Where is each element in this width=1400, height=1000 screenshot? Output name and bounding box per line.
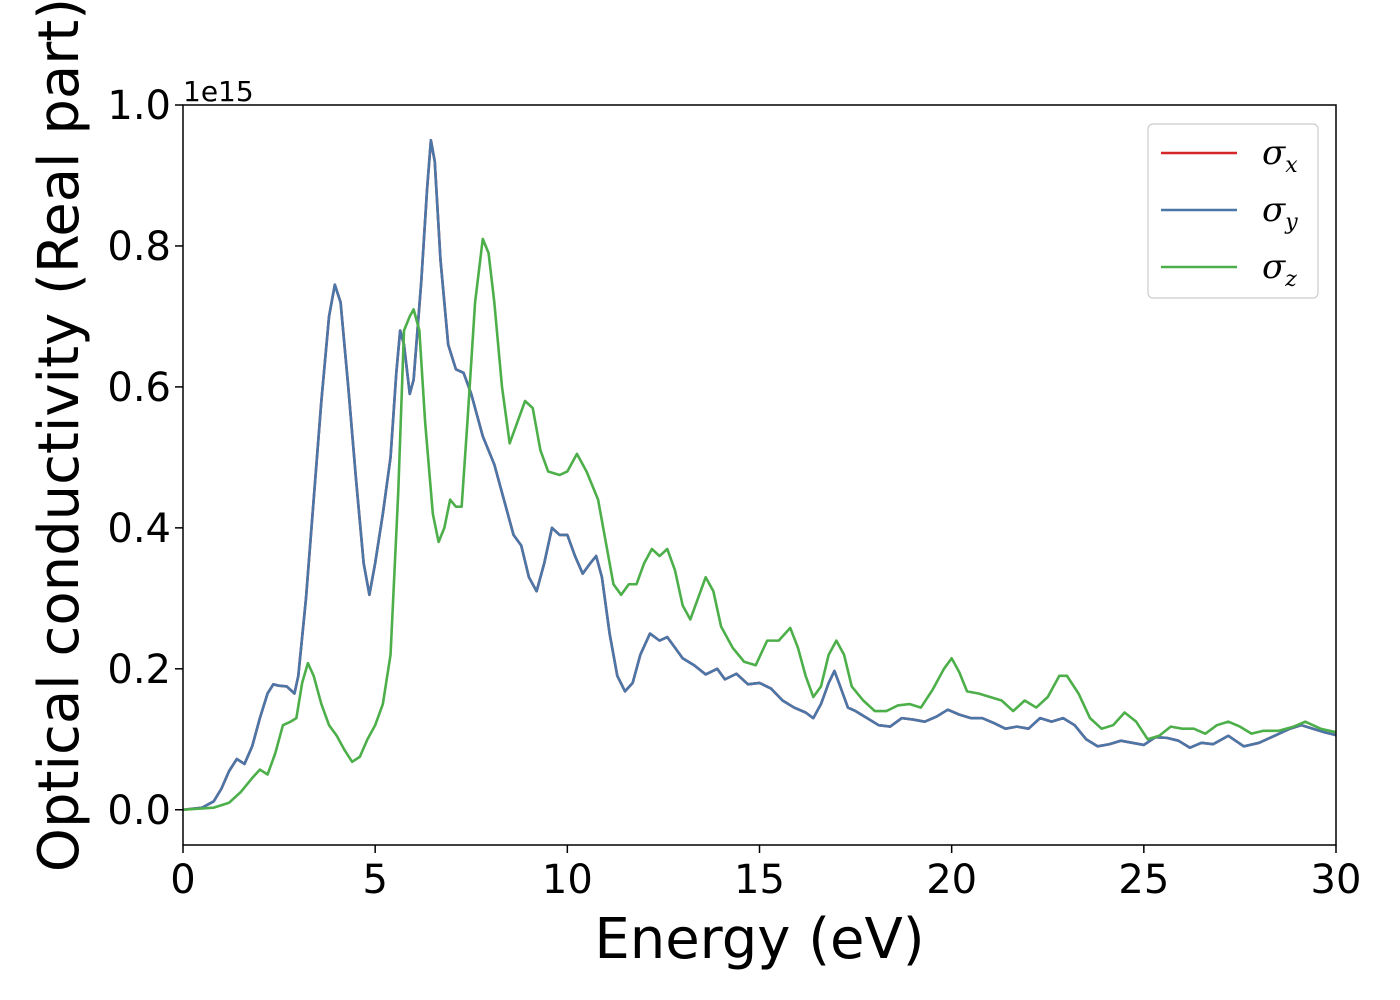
y-offset-label: 1e15 bbox=[183, 75, 254, 108]
y-tick-label: 0.4 bbox=[107, 506, 171, 552]
x-tick-label: 5 bbox=[362, 857, 387, 903]
y-tick-label: 0.0 bbox=[107, 788, 171, 834]
x-tick-label: 25 bbox=[1118, 857, 1169, 903]
x-tick-label: 30 bbox=[1311, 857, 1362, 903]
x-tick-label: 10 bbox=[542, 857, 593, 903]
y-tick-label: 1.0 bbox=[107, 83, 171, 129]
x-tick-label: 0 bbox=[170, 857, 195, 903]
legend-label-y: σy bbox=[1262, 190, 1298, 235]
y-axis-title: Optical conductivity (Real part) bbox=[27, 0, 92, 872]
legend-label-z: σz bbox=[1262, 247, 1297, 292]
series-line-z bbox=[183, 237, 1336, 812]
plot-area bbox=[183, 138, 1336, 812]
legend-label-x: σx bbox=[1262, 133, 1298, 178]
legend: σx σy σz bbox=[1147, 123, 1319, 299]
x-tick-label: 15 bbox=[734, 857, 785, 903]
x-axis-title: Energy (eV) bbox=[594, 907, 924, 972]
x-tick-label: 20 bbox=[926, 857, 977, 903]
series-line-y bbox=[183, 138, 1336, 812]
y-tick-label: 0.6 bbox=[107, 365, 171, 411]
y-tick-label: 0.8 bbox=[107, 224, 171, 270]
axis-ticks: 0 5 10 15 20 25 30 0.0 0.2 0.4 0.6 0.8 1.0 bbox=[107, 83, 1361, 903]
plot-frame bbox=[182, 104, 1337, 846]
y-tick-label: 0.2 bbox=[107, 647, 171, 693]
